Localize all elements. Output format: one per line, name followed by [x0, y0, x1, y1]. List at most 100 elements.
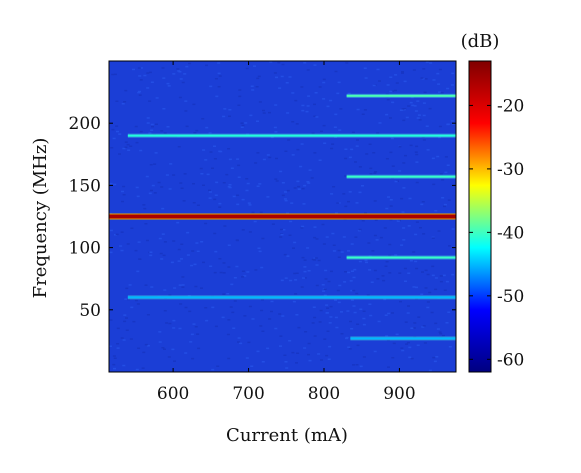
noise-speck [387, 196, 390, 198]
noise-speck [306, 247, 310, 249]
noise-speck [315, 238, 319, 240]
noise-speck [182, 200, 186, 202]
noise-speck [340, 311, 343, 313]
noise-speck [422, 325, 426, 327]
noise-speck [196, 204, 200, 206]
noise-speck [325, 354, 329, 357]
noise-speck [356, 323, 360, 325]
noise-speck [137, 91, 141, 94]
noise-speck [294, 279, 298, 281]
noise-speck [226, 293, 230, 295]
noise-speck [146, 72, 150, 74]
noise-speck [343, 281, 347, 283]
noise-speck [124, 146, 128, 148]
noise-speck [421, 271, 424, 273]
noise-speck [225, 173, 229, 176]
noise-speck [214, 194, 218, 196]
noise-speck [136, 270, 140, 273]
noise-speck [217, 72, 221, 75]
noise-speck [122, 147, 126, 150]
noise-speck [172, 240, 176, 242]
noise-speck [327, 280, 331, 283]
noise-speck [303, 277, 307, 279]
noise-speck [402, 239, 406, 241]
signal-line [346, 256, 456, 259]
noise-speck [373, 269, 377, 272]
noise-speck [130, 227, 134, 229]
noise-speck [109, 182, 113, 185]
noise-speck [388, 254, 392, 257]
noise-speck [406, 341, 410, 344]
noise-speck [297, 185, 301, 188]
noise-speck [347, 250, 350, 252]
noise-speck [438, 91, 441, 93]
noise-speck [201, 118, 205, 120]
noise-speck [451, 72, 455, 75]
noise-speck [359, 365, 363, 368]
noise-speck [322, 290, 326, 292]
noise-speck [368, 303, 372, 305]
noise-speck [217, 86, 221, 88]
noise-speck [143, 207, 147, 210]
noise-speck [282, 229, 286, 231]
noise-speck [451, 273, 455, 276]
noise-speck [113, 367, 116, 370]
noise-speck [237, 341, 240, 343]
noise-speck [271, 223, 275, 225]
noise-speck [385, 335, 389, 337]
noise-speck [284, 361, 288, 363]
noise-speck [139, 130, 143, 133]
noise-speck [184, 100, 188, 102]
noise-speck [236, 239, 239, 242]
noise-speck [284, 199, 288, 202]
noise-speck [268, 111, 271, 114]
noise-speck [213, 232, 217, 235]
noise-speck [241, 124, 245, 127]
noise-speck [148, 132, 152, 134]
noise-speck [136, 195, 140, 198]
noise-speck [260, 309, 264, 312]
noise-speck [248, 305, 252, 308]
noise-speck [391, 357, 395, 359]
noise-speck [405, 343, 409, 345]
noise-speck [245, 178, 249, 180]
noise-speck [256, 152, 260, 154]
noise-speck [388, 243, 392, 246]
noise-speck [402, 187, 406, 189]
noise-speck [345, 337, 348, 340]
noise-speck [139, 149, 143, 152]
noise-speck [400, 244, 404, 246]
signal-line [127, 296, 456, 299]
noise-speck [246, 271, 250, 273]
noise-speck [113, 73, 117, 76]
noise-speck [305, 110, 309, 113]
noise-speck [357, 229, 361, 232]
noise-speck [382, 279, 386, 282]
noise-speck [218, 75, 222, 77]
noise-speck [195, 129, 199, 132]
noise-speck [328, 345, 332, 348]
noise-speck [354, 236, 358, 238]
noise-speck [237, 164, 241, 167]
noise-speck [313, 64, 317, 66]
noise-speck [329, 316, 333, 318]
noise-speck [345, 62, 349, 64]
noise-speck [116, 130, 119, 133]
noise-speck [205, 64, 208, 67]
noise-speck [236, 203, 240, 206]
noise-speck [153, 163, 157, 165]
noise-speck [255, 86, 259, 88]
noise-speck [406, 312, 410, 314]
noise-speck [325, 236, 329, 238]
noise-speck [391, 312, 394, 314]
noise-speck [303, 266, 307, 268]
noise-speck [402, 119, 406, 122]
noise-speck [191, 250, 195, 252]
noise-speck [163, 348, 166, 350]
noise-speck [293, 241, 297, 244]
noise-speck [373, 172, 377, 174]
noise-speck [158, 341, 162, 343]
noise-speck [144, 223, 148, 225]
noise-speck [134, 249, 138, 252]
noise-speck [288, 234, 292, 236]
